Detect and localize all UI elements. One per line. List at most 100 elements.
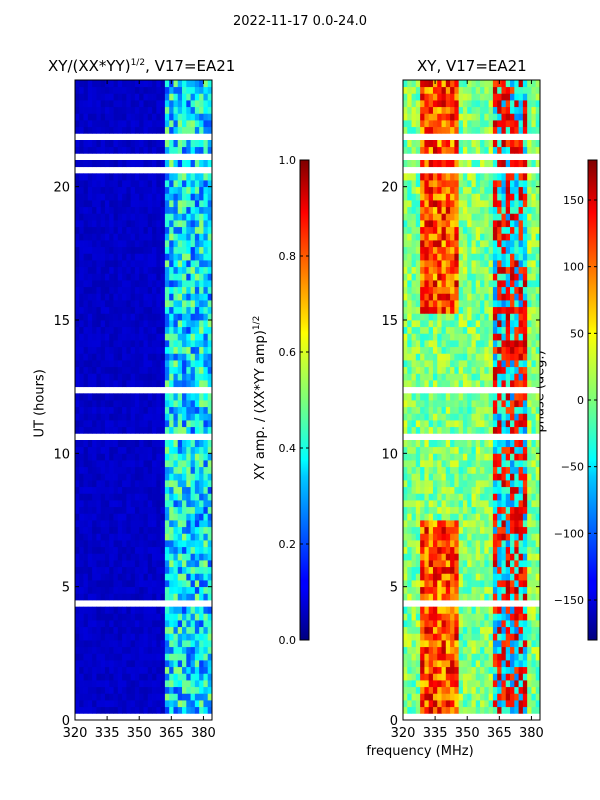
phase-cell [501, 473, 507, 481]
amp-cell [186, 86, 191, 94]
amp-cell [169, 86, 174, 94]
amp-cell [100, 200, 106, 208]
amp-cell [143, 346, 149, 354]
amp-cell [113, 340, 119, 348]
phase-cell [420, 560, 425, 568]
phase-cell [471, 346, 477, 354]
amp-cell [100, 213, 106, 221]
amp-cell [182, 533, 187, 541]
phase-cell [501, 466, 507, 474]
amp-cell [182, 520, 187, 528]
phase-cell [445, 606, 451, 614]
amp-cell [83, 493, 89, 501]
amp-cell [203, 146, 209, 154]
phase-cell [450, 473, 455, 481]
amp-cell [182, 80, 187, 88]
phase-cell [514, 366, 519, 374]
amp-cell [173, 300, 179, 308]
amp-cell [156, 280, 162, 288]
amp-cell [109, 233, 114, 241]
amp-cell [182, 513, 187, 521]
amp-cell [79, 173, 84, 181]
amp-cell [75, 260, 80, 268]
amp-cell [104, 213, 110, 221]
amp-cell [177, 513, 183, 521]
amp-cell [199, 580, 204, 588]
amp-cell [186, 466, 191, 474]
amp-cell [156, 366, 162, 374]
phase-cell [467, 573, 472, 581]
phase-cell [501, 380, 507, 388]
phase-cell [518, 573, 524, 581]
amp-cell [194, 673, 200, 681]
amp-cell [173, 360, 179, 368]
phase-cell [488, 553, 494, 561]
amp-cell [109, 406, 114, 414]
phase-cell [492, 533, 498, 541]
amp-cell [113, 500, 119, 508]
phase-cell [510, 440, 515, 448]
amp-cell [109, 393, 114, 401]
phase-cell [420, 320, 425, 328]
amp-cell [164, 640, 170, 648]
phase-cell [445, 420, 451, 428]
phase-cell [450, 560, 455, 568]
amp-cell [143, 420, 149, 428]
phase-cell [531, 680, 537, 688]
amp-cell [207, 326, 213, 334]
phase-cell [510, 340, 515, 348]
phase-cell [462, 460, 468, 468]
phase-cell [518, 266, 524, 274]
amp-cell [75, 620, 80, 628]
phase-cell [501, 686, 507, 694]
amp-cell [92, 533, 97, 541]
amp-cell [79, 706, 84, 714]
phase-cell [531, 493, 537, 501]
phase-cell [407, 546, 412, 554]
phase-cell [450, 273, 455, 281]
amp-cell [79, 93, 84, 101]
amp-cell [104, 193, 110, 201]
amp-cell [194, 626, 200, 634]
amp-cell [134, 626, 140, 634]
phase-cell [403, 340, 408, 348]
amp-cell [126, 580, 132, 588]
phase-cell [510, 693, 515, 701]
phase-cell [488, 626, 494, 634]
phase-cell [471, 586, 477, 594]
phase-cell [403, 540, 408, 548]
amp-cell [104, 413, 110, 421]
amp-cell [83, 686, 89, 694]
amp-cell [203, 113, 209, 121]
phase-cell [475, 560, 481, 568]
amp-cell [126, 293, 132, 301]
amp-cell [160, 653, 166, 661]
phase-cell [441, 300, 447, 308]
phase-cell [484, 326, 490, 334]
amp-cell [104, 240, 110, 248]
phase-cell [432, 446, 438, 454]
amp-cell [164, 460, 170, 468]
amp-cell [147, 306, 153, 314]
amp-cell [147, 93, 153, 101]
amp-cell [143, 560, 149, 568]
amp-cell [186, 473, 191, 481]
amp-cell [207, 453, 213, 461]
amp-cell [92, 473, 97, 481]
amp-cell [207, 246, 213, 254]
phase-cell [492, 473, 498, 481]
amp-cell [199, 200, 204, 208]
amp-cell [92, 500, 97, 508]
amp-cell [186, 626, 191, 634]
amp-cell [83, 393, 89, 401]
phase-cell [403, 333, 408, 341]
amp-cell [173, 706, 179, 714]
phase-cell [467, 353, 472, 361]
amp-cell [160, 93, 166, 101]
phase-cell [510, 626, 515, 634]
phase-cell [484, 586, 490, 594]
amp-cell [164, 293, 170, 301]
amp-cell [96, 620, 102, 628]
phase-cell [458, 393, 464, 401]
phase-cell [450, 606, 455, 614]
